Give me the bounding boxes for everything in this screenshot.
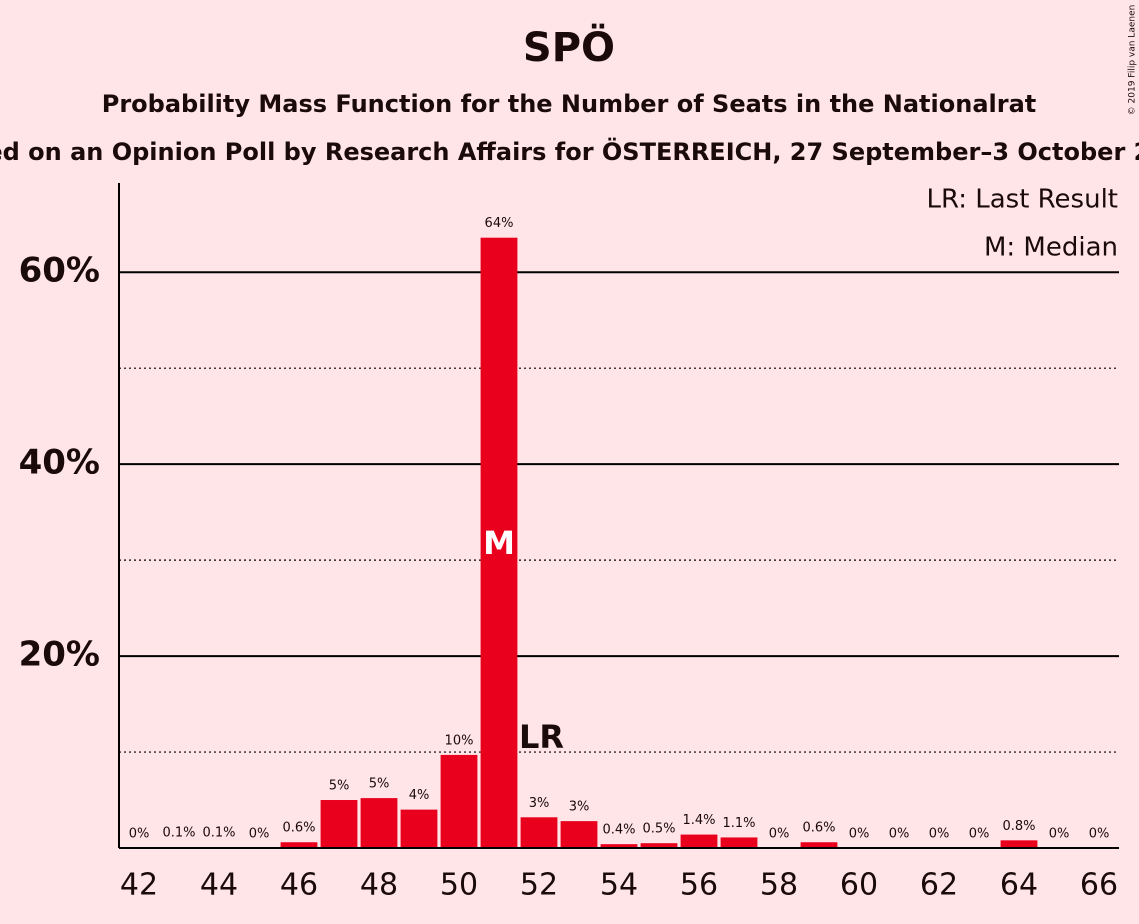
x-tick-label: 58	[760, 868, 798, 903]
value-label: 5%	[369, 777, 390, 792]
x-tick-label: 64	[1000, 868, 1038, 903]
value-label: 1.4%	[682, 813, 715, 828]
y-tick-label: 20%	[19, 635, 100, 675]
x-tick-label: 56	[680, 868, 718, 903]
last-result-marker: LR	[519, 718, 564, 756]
x-tick-label: 52	[520, 868, 558, 903]
chart-title: SPÖ	[523, 23, 615, 71]
x-tick-label: 66	[1080, 868, 1118, 903]
value-label: 0.1%	[162, 826, 195, 841]
bar	[640, 843, 678, 848]
chart-subtitle: Probability Mass Function for the Number…	[102, 90, 1037, 118]
value-label: 0%	[849, 827, 870, 842]
bar	[800, 842, 838, 848]
bar	[280, 842, 318, 848]
value-label: 0%	[249, 827, 270, 842]
x-tick-label: 46	[280, 868, 318, 903]
legend-entry: LR: Last Result	[926, 185, 1118, 215]
y-tick-label: 40%	[19, 443, 100, 483]
x-tick-label: 60	[840, 868, 878, 903]
x-tick-label: 44	[200, 868, 238, 903]
bar	[600, 844, 638, 848]
legend-entry: M: Median	[984, 233, 1118, 263]
y-tick-label: 60%	[19, 251, 100, 291]
value-label: 64%	[485, 216, 514, 231]
bar	[440, 754, 478, 848]
bar	[560, 821, 598, 848]
value-label: 3%	[529, 796, 550, 811]
value-label: 0%	[929, 827, 950, 842]
value-label: 5%	[329, 779, 350, 794]
bar	[680, 834, 718, 848]
median-marker: M	[483, 524, 515, 562]
bar	[400, 809, 438, 848]
value-label: 0.6%	[282, 821, 315, 836]
x-tick-label: 42	[120, 868, 158, 903]
value-label: 0.5%	[642, 822, 675, 837]
x-tick-label: 50	[440, 868, 478, 903]
value-label: 4%	[409, 788, 430, 803]
value-label: 0%	[129, 827, 150, 842]
value-label: 0%	[769, 827, 790, 842]
bar	[1000, 840, 1038, 848]
bar	[480, 237, 518, 849]
value-label: 0.6%	[802, 821, 835, 836]
bar	[720, 837, 758, 848]
bar	[520, 817, 558, 848]
x-tick-label: 62	[920, 868, 958, 903]
value-label: 0%	[1089, 827, 1110, 842]
value-label: 0%	[1049, 827, 1070, 842]
x-tick-label: 48	[360, 868, 398, 903]
value-label: 0.8%	[1002, 819, 1035, 834]
bar	[320, 800, 358, 848]
value-label: 3%	[569, 800, 590, 815]
chart-subtitle: Based on an Opinion Poll by Research Aff…	[0, 136, 1139, 166]
value-label: 0%	[969, 827, 990, 842]
value-label: 1.1%	[722, 816, 755, 831]
value-label: 0.4%	[602, 823, 635, 838]
value-label: 0.1%	[202, 826, 235, 841]
bar	[360, 798, 398, 848]
value-label: 0%	[889, 827, 910, 842]
value-label: 10%	[445, 733, 474, 748]
copyright: © 2019 Filip van Laenen	[1128, 5, 1138, 116]
x-tick-label: 54	[600, 868, 638, 903]
